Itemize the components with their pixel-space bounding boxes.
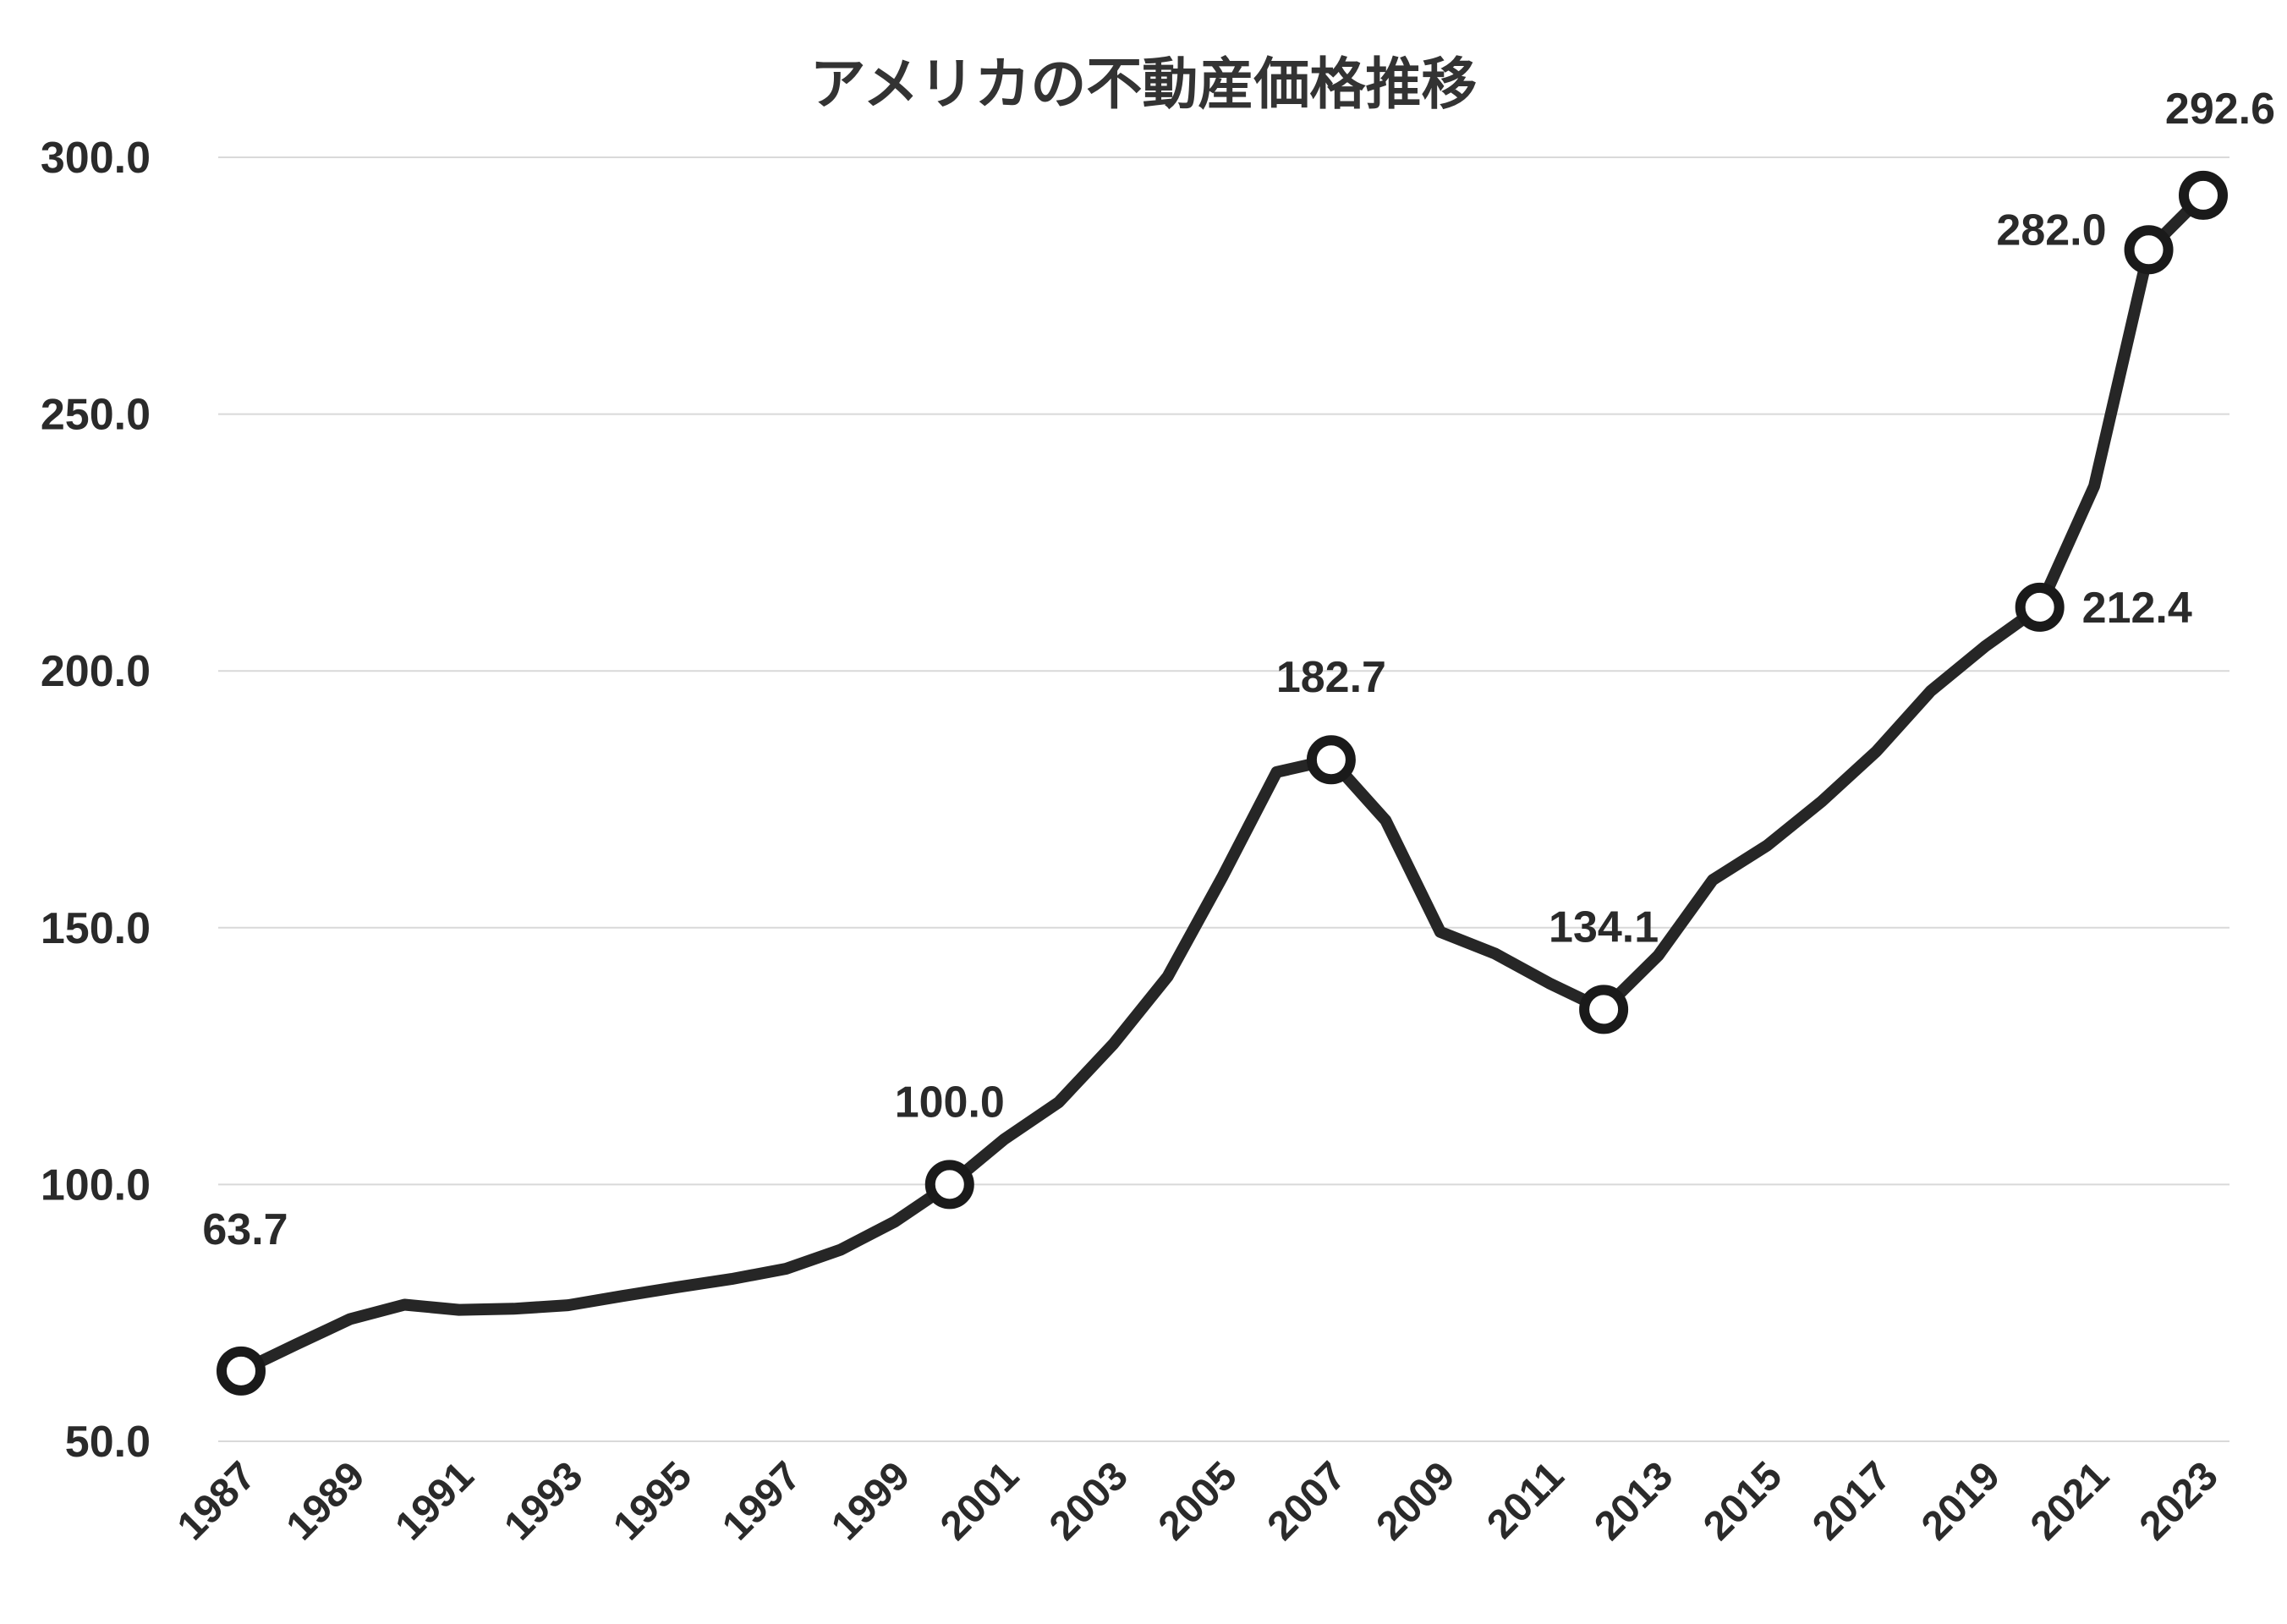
x-tick-label: 2001 <box>932 1453 1028 1549</box>
data-label: 282.0 <box>1996 206 2106 255</box>
x-tick-label: 2003 <box>1041 1453 1137 1549</box>
gridlines <box>218 156 2229 1442</box>
series-line <box>235 189 2209 1377</box>
x-tick-label: 2019 <box>1913 1453 2009 1549</box>
x-tick-label: 2015 <box>1695 1453 1791 1549</box>
y-tick-label: 50.0 <box>65 1418 151 1467</box>
data-point-marker <box>2015 582 2065 632</box>
x-tick-label: 2023 <box>2131 1453 2227 1549</box>
x-tick-label: 1995 <box>605 1453 700 1549</box>
x-tick-label: 2007 <box>1259 1453 1355 1549</box>
data-point-marker <box>2179 170 2228 220</box>
x-tick-label: 1991 <box>387 1453 483 1549</box>
y-tick-label: 150.0 <box>41 904 151 953</box>
x-tick-label: 1989 <box>278 1453 374 1549</box>
x-tick-label: 2021 <box>2022 1453 2118 1549</box>
data-label: 134.1 <box>1549 903 1659 952</box>
x-tick-label: 2013 <box>1586 1453 1681 1549</box>
x-tick-label: 2011 <box>1478 1453 1572 1547</box>
x-tick-label: 1993 <box>496 1453 591 1549</box>
y-tick-label: 200.0 <box>41 647 151 696</box>
y-tick-label: 100.0 <box>41 1160 151 1210</box>
data-label: 63.7 <box>202 1205 288 1254</box>
x-tick-label: 2017 <box>1804 1453 1900 1549</box>
y-tick-label: 300.0 <box>41 134 151 183</box>
data-label: 100.0 <box>895 1078 1005 1127</box>
y-axis-ticks: 50.0 100.0 150.0 200.0 250.0 300.0 <box>41 134 151 1467</box>
x-axis-ticks: 1987 1989 1991 1993 1995 1997 1999 2001 2003 2005… <box>169 1453 2227 1549</box>
data-point-marker <box>1306 735 1356 785</box>
x-tick-label: 2009 <box>1368 1453 1464 1549</box>
chart-title: アメリカの不動産価格推移 <box>810 52 1478 117</box>
x-tick-label: 1987 <box>169 1453 265 1549</box>
data-point-marker <box>217 1346 266 1396</box>
data-point-marker <box>2124 225 2174 275</box>
y-tick-label: 250.0 <box>41 391 151 440</box>
x-tick-label: 2005 <box>1150 1453 1246 1549</box>
data-label: 182.7 <box>1276 653 1386 702</box>
series-layer <box>235 189 2209 1377</box>
data-point-marker <box>924 1160 974 1210</box>
data-label: 212.4 <box>2082 584 2192 633</box>
marker-layer <box>217 170 2228 1396</box>
data-point-marker <box>1579 985 1629 1034</box>
data-label: 292.6 <box>2165 85 2275 134</box>
x-tick-label: 1997 <box>714 1453 809 1549</box>
x-tick-label: 1999 <box>823 1453 919 1549</box>
data-labels: 63.7 100.0 182.7 134.1 212.4 282.0 292.6 <box>202 85 2275 1254</box>
